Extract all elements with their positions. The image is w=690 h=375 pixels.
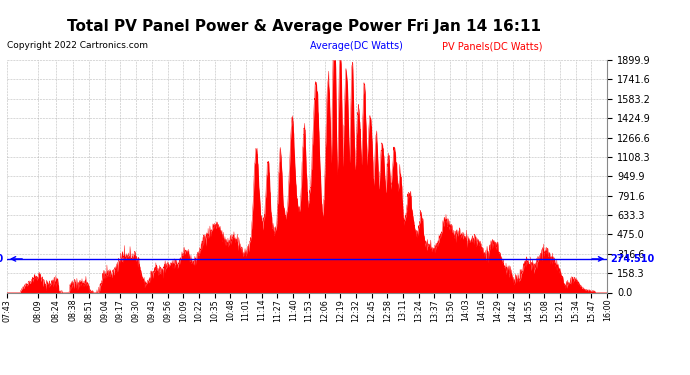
- Text: PV Panels(DC Watts): PV Panels(DC Watts): [442, 41, 542, 51]
- Text: 274.510: 274.510: [0, 254, 4, 264]
- Text: Average(DC Watts): Average(DC Watts): [310, 41, 404, 51]
- Text: 274.510: 274.510: [610, 254, 654, 264]
- Text: Copyright 2022 Cartronics.com: Copyright 2022 Cartronics.com: [7, 41, 148, 50]
- Text: Total PV Panel Power & Average Power Fri Jan 14 16:11: Total PV Panel Power & Average Power Fri…: [67, 19, 540, 34]
